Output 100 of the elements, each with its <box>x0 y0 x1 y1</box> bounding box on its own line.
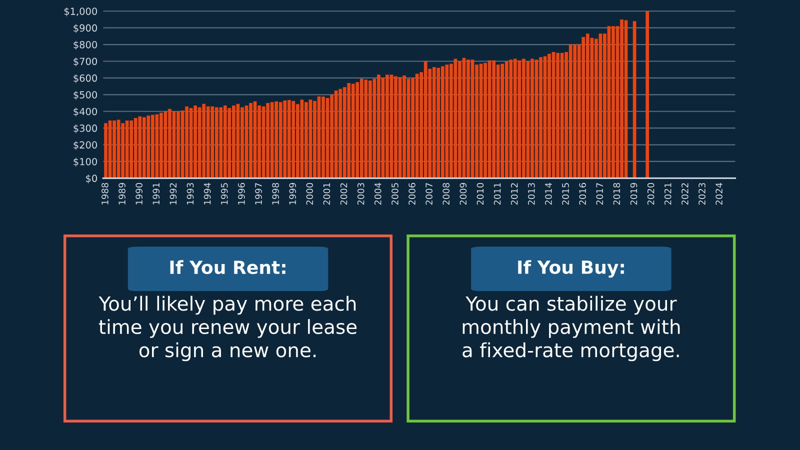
x-tick-label: 1993 <box>186 183 194 204</box>
bar <box>462 58 466 178</box>
x-tick-label: 2011 <box>494 183 501 205</box>
x-tick-label: 1997 <box>255 183 262 204</box>
bar <box>292 101 296 178</box>
x-tick-label: 2014 <box>545 182 552 205</box>
bar <box>598 34 602 178</box>
bar <box>278 102 282 178</box>
bar <box>496 64 500 178</box>
bar <box>214 107 218 178</box>
bar <box>112 120 116 178</box>
bar <box>624 20 628 178</box>
bar <box>377 74 380 178</box>
x-tick-label: 1989 <box>118 183 126 204</box>
bar <box>104 123 108 178</box>
bar <box>552 52 556 178</box>
bar <box>160 112 163 178</box>
bar <box>351 84 355 178</box>
bar <box>360 78 364 178</box>
y-tick-label: $300 <box>74 124 97 134</box>
y-tick-label: $200 <box>74 141 97 150</box>
bar <box>504 61 508 178</box>
bar <box>155 114 159 178</box>
x-tick-label: 2016 <box>579 182 586 205</box>
x-tick-label: 1994 <box>204 182 211 204</box>
x-tick-label: 2018 <box>613 182 620 205</box>
bar <box>168 108 172 178</box>
bar <box>198 107 202 178</box>
bar <box>607 26 611 178</box>
x-tick-label: 2017 <box>596 183 604 205</box>
x-tick-label: 2023 <box>698 183 706 205</box>
bar <box>266 103 270 178</box>
bar <box>411 78 414 178</box>
bar <box>556 52 560 178</box>
bar <box>539 57 542 178</box>
bar <box>470 60 474 178</box>
bar <box>534 60 538 178</box>
x-tick-label: 2010 <box>476 182 484 205</box>
x-tick-label: 1999 <box>289 183 296 204</box>
bar <box>526 61 530 178</box>
bar <box>386 74 389 178</box>
bar <box>398 77 402 178</box>
text: If You Rent: <box>170 260 286 274</box>
y-tick-label: $400 <box>74 108 97 116</box>
bar <box>632 21 636 178</box>
bar <box>249 103 252 178</box>
bar <box>436 68 440 178</box>
bar <box>573 44 577 178</box>
x-tick-label: 1992 <box>170 183 177 204</box>
x-tick-label: 1996 <box>238 182 245 204</box>
y-tick-label: $600 <box>74 74 97 84</box>
y-tick-label: $700 <box>74 58 97 66</box>
bar <box>219 107 223 178</box>
bar <box>509 60 513 178</box>
x-tick-label: 1995 <box>220 183 228 204</box>
x-tick-label: 2015 <box>562 183 569 205</box>
bar <box>270 102 274 178</box>
bar <box>146 116 150 178</box>
bar <box>121 123 124 178</box>
bar <box>185 106 188 178</box>
y-tick-label: $900 <box>74 24 97 33</box>
x-tick-label: 1988 <box>102 182 108 204</box>
bar <box>582 37 586 178</box>
x-tick-label: 2012 <box>510 183 518 205</box>
y-tick-label: $100 <box>74 158 97 167</box>
x-tick-label: 2004 <box>374 182 382 205</box>
bar <box>138 116 142 178</box>
bar <box>330 94 334 178</box>
bar <box>300 100 304 178</box>
bar <box>513 58 517 178</box>
bar <box>530 58 534 178</box>
x-tick-label: 2007 <box>426 183 432 205</box>
x-tick-label: 2019 <box>630 183 638 205</box>
bar <box>240 107 244 178</box>
bar <box>202 104 206 178</box>
bar <box>394 76 398 178</box>
x-tick-label: 2022 <box>682 183 688 205</box>
bar <box>484 62 487 178</box>
bar <box>338 88 342 178</box>
bar <box>134 118 138 178</box>
x-tick-label: 2009 <box>460 183 467 205</box>
bar <box>258 106 261 178</box>
bar <box>232 106 236 178</box>
bar <box>432 67 436 178</box>
bar <box>522 58 526 178</box>
bar <box>560 52 564 178</box>
bar <box>500 64 504 178</box>
bar <box>568 44 572 178</box>
x-tick-label: 1990 <box>136 182 142 204</box>
y-tick-label: $500 <box>74 90 97 100</box>
bar <box>445 64 449 178</box>
bar <box>342 87 346 178</box>
bar <box>440 66 444 178</box>
bar <box>390 74 394 178</box>
bar <box>543 56 547 178</box>
x-tick-label: 1998 <box>272 182 279 204</box>
bar <box>620 19 624 178</box>
y-tick-label: $1,000 <box>64 7 97 16</box>
bar <box>322 96 325 178</box>
text: You can stabilize your monthly payment with a fixed-rate mortgage. <box>462 296 680 362</box>
